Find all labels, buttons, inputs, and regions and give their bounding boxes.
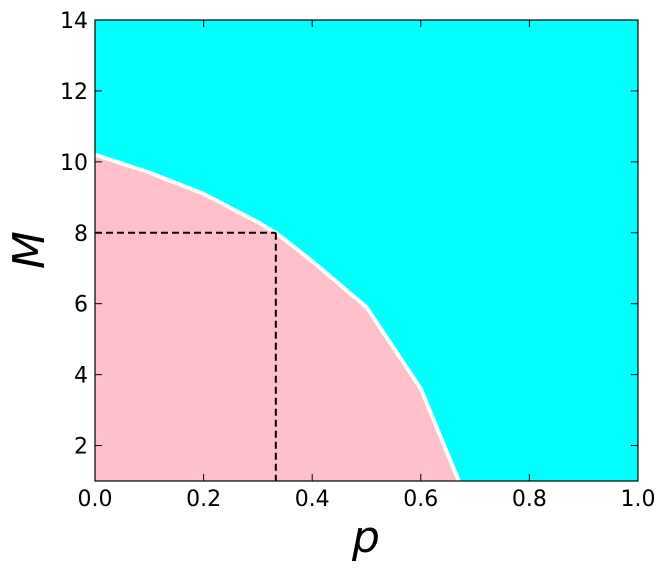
y-tick-label: 4: [74, 364, 88, 389]
x-tick-label: 0.6: [403, 487, 438, 512]
x-tick-label: 0.8: [512, 487, 547, 512]
y-tick-label: 2: [74, 435, 88, 460]
y-tick-label: 10: [60, 151, 88, 176]
x-tick-label: 0.0: [78, 487, 113, 512]
x-axis-label: p: [351, 512, 380, 563]
region-below: [95, 154, 459, 481]
plot-frame: [94, 19, 639, 482]
y-tick-label: 8: [74, 222, 88, 247]
x-tick-label: 1.0: [621, 487, 656, 512]
y-tick-label: 6: [74, 293, 88, 318]
y-tick-label: 12: [60, 80, 88, 105]
y-tick-label: 14: [60, 9, 88, 34]
x-tick-label: 0.2: [186, 487, 221, 512]
x-tick-label: 0.4: [295, 487, 330, 512]
y-axis-label: M: [4, 231, 55, 269]
